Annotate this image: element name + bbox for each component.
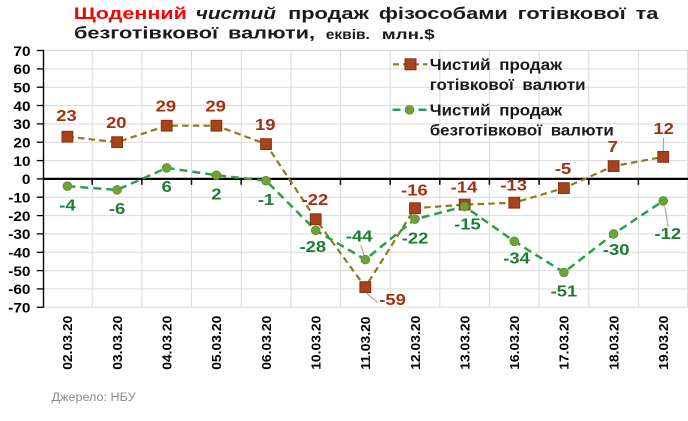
svg-text:продаж фізособами готівкової т: продаж фізособами готівкової та bbox=[288, 4, 658, 23]
svg-text:12.03.20: 12.03.20 bbox=[408, 316, 422, 370]
svg-text:50: 50 bbox=[13, 81, 30, 96]
svg-text:безготівкової валюти: безготівкової валюти bbox=[430, 122, 614, 139]
svg-text:-12: -12 bbox=[655, 224, 682, 243]
svg-text:Чистий продаж: Чистий продаж bbox=[430, 56, 563, 73]
svg-text:-34: -34 bbox=[503, 249, 530, 268]
svg-text:еквів.: еквів. bbox=[326, 28, 370, 43]
svg-text:12: 12 bbox=[653, 119, 673, 138]
svg-text:Чистий продаж: Чистий продаж bbox=[430, 102, 563, 119]
svg-text:-30: -30 bbox=[8, 228, 30, 243]
svg-text:0: 0 bbox=[22, 173, 31, 188]
svg-text:7: 7 bbox=[608, 137, 618, 156]
svg-text:-16: -16 bbox=[401, 181, 428, 200]
svg-text:6: 6 bbox=[162, 177, 172, 196]
svg-text:-28: -28 bbox=[300, 237, 327, 256]
svg-text:23: 23 bbox=[56, 106, 76, 125]
svg-text:-22: -22 bbox=[402, 229, 429, 248]
svg-text:13.03.20: 13.03.20 bbox=[458, 316, 472, 370]
svg-text:-14: -14 bbox=[451, 178, 478, 197]
svg-text:29: 29 bbox=[156, 97, 176, 116]
svg-text:-50: -50 bbox=[8, 264, 30, 279]
svg-text:-20: -20 bbox=[8, 209, 30, 224]
svg-text:17.03.20: 17.03.20 bbox=[557, 316, 571, 370]
svg-text:-51: -51 bbox=[551, 282, 578, 301]
svg-text:-4: -4 bbox=[59, 196, 76, 215]
svg-text:03.03.20: 03.03.20 bbox=[110, 316, 124, 370]
svg-text:20: 20 bbox=[106, 113, 126, 132]
svg-text:-60: -60 bbox=[8, 283, 30, 298]
svg-text:2: 2 bbox=[211, 185, 221, 204]
svg-text:готівкової валюти: готівкової валюти bbox=[430, 77, 586, 94]
svg-text:60: 60 bbox=[13, 63, 30, 78]
svg-text:11.03.20: 11.03.20 bbox=[359, 316, 373, 369]
svg-text:-22: -22 bbox=[302, 190, 329, 209]
svg-text:-40: -40 bbox=[8, 246, 30, 261]
svg-text:-6: -6 bbox=[109, 199, 125, 218]
svg-text:Щоденний: Щоденний bbox=[74, 4, 187, 23]
svg-text:млн.$: млн.$ bbox=[382, 26, 435, 42]
svg-text:16.03.20: 16.03.20 bbox=[508, 316, 522, 370]
svg-text:02.03.20: 02.03.20 bbox=[61, 316, 75, 370]
svg-text:18.03.20: 18.03.20 bbox=[607, 316, 621, 370]
svg-text:-15: -15 bbox=[454, 215, 481, 234]
svg-text:-10: -10 bbox=[8, 191, 30, 206]
svg-text:19: 19 bbox=[255, 115, 275, 134]
svg-text:-59: -59 bbox=[379, 290, 406, 309]
svg-text:-30: -30 bbox=[603, 240, 630, 259]
svg-text:05.03.20: 05.03.20 bbox=[210, 316, 224, 370]
svg-text:-5: -5 bbox=[555, 159, 572, 178]
svg-text:29: 29 bbox=[205, 97, 225, 116]
svg-text:06.03.20: 06.03.20 bbox=[259, 316, 273, 370]
svg-text:20: 20 bbox=[13, 136, 30, 151]
svg-text:Джерело: НБУ: Джерело: НБУ bbox=[52, 390, 136, 404]
svg-text:70: 70 bbox=[13, 44, 30, 59]
svg-text:-13: -13 bbox=[500, 175, 527, 194]
svg-text:-44: -44 bbox=[346, 227, 373, 246]
svg-text:30: 30 bbox=[13, 118, 30, 133]
svg-text:чистий: чистий bbox=[196, 5, 277, 24]
svg-text:04.03.20: 04.03.20 bbox=[160, 316, 174, 370]
svg-text:40: 40 bbox=[13, 99, 30, 114]
svg-text:-1: -1 bbox=[258, 190, 275, 209]
svg-text:безготівкової валюти,: безготівкової валюти, bbox=[74, 24, 315, 43]
svg-text:19.03.20: 19.03.20 bbox=[656, 316, 670, 370]
svg-text:-70: -70 bbox=[8, 301, 30, 316]
svg-text:10: 10 bbox=[13, 154, 30, 169]
svg-text:10.03.20: 10.03.20 bbox=[309, 316, 323, 370]
